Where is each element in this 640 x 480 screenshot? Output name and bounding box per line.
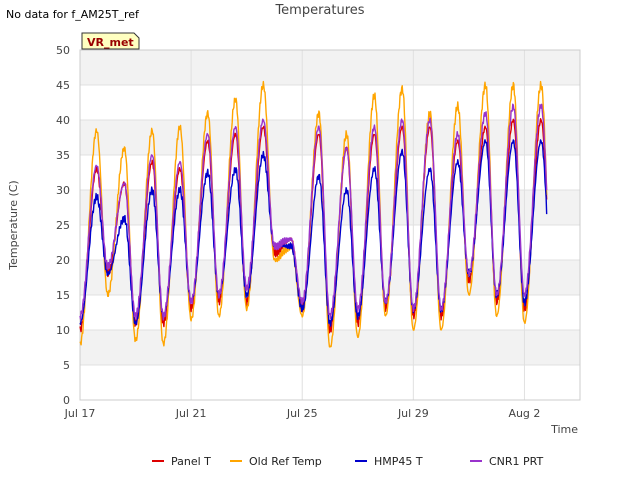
legend-label: Old Ref Temp [249,455,322,468]
data-series [79,80,548,348]
legend: Panel T Old Ref Temp HMP45 T CNR1 PRT [152,455,544,468]
badge-label: VR_met [87,36,134,49]
plot-band [80,85,580,120]
legend-label: Panel T [171,455,211,468]
plot-band [80,155,580,190]
x-tick-label: Jul 25 [286,407,318,420]
y-tick-label: 40 [56,114,70,127]
badge-shape [81,32,140,50]
x-axis-ticks: Jul 17 Jul 21 Jul 25 Jul 29 Aug 2 [64,407,541,420]
plot-band [80,120,580,155]
x-tick-label: Jul 21 [175,407,207,420]
y-axis-label: Temperature (C) [7,180,20,270]
x-tick-label: Jul 17 [64,407,96,420]
y-tick-label: 0 [63,394,70,407]
legend-label: HMP45 T [374,455,423,468]
badge: VR_met [81,32,140,50]
x-axis-label: Time [550,423,578,436]
no-data-notice: No data for f_AM25T_ref [6,8,140,21]
series-line [79,103,548,321]
y-tick-label: 30 [56,184,70,197]
plot-band [80,190,580,225]
y-tick-label: 25 [56,219,70,232]
y-tick-label: 10 [56,324,70,337]
y-tick-label: 15 [56,289,70,302]
plot-band [80,50,580,85]
chart-title: Temperatures [274,3,364,18]
plot-background-bands [80,50,580,400]
x-tick-label: Jul 29 [397,407,429,420]
y-tick-label: 5 [63,359,70,372]
legend-label: CNR1 PRT [489,455,544,468]
y-axis-ticks: 0 5 10 15 20 25 30 35 40 45 50 [56,44,70,407]
y-tick-label: 50 [56,44,70,57]
plot-band [80,365,580,400]
y-tick-label: 20 [56,254,70,267]
x-tick-label: Aug 2 [508,407,540,420]
y-tick-label: 45 [56,79,70,92]
y-tick-label: 35 [56,149,70,162]
plot-band [80,260,580,295]
plot-band [80,225,580,260]
plot-frame [79,49,581,401]
